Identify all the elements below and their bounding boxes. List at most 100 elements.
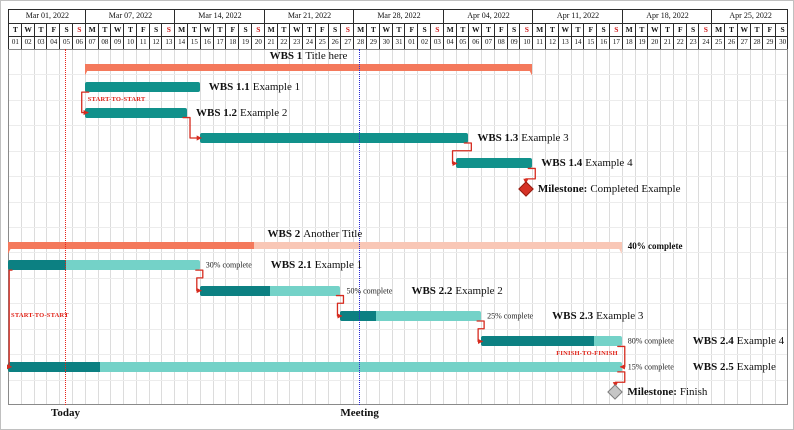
task-name: Example [736,360,776,373]
day-number: 12 [545,36,559,49]
day-letter: T [634,23,649,36]
task-label: WBS 2.4 Example 4 [693,335,784,347]
day-number: 04 [46,36,60,49]
task-id: WBS 2.2 [411,284,453,297]
day-number: 14 [570,36,585,49]
day-letter: W [199,23,214,36]
task-label: WBS 1.4 Example 4 [541,157,632,169]
task-name: Example 3 [596,310,644,322]
task-label: WBS 1.1 Example 1 [209,81,300,93]
calendar-week-label: Apr 04, 2022 [442,9,534,23]
day-number: 03 [33,36,48,49]
day-number: 14 [174,36,188,49]
calendar-grid-line [8,23,788,24]
task-id: WBS 1.4 [541,157,583,170]
day-number: 16 [596,36,610,49]
day-letter: W [468,23,482,36]
calendar-grid-line [8,49,788,50]
grid-line-horizontal [8,176,788,178]
day-letter: S [340,23,354,36]
day-letter: F [46,23,60,36]
day-number: 06 [71,36,86,49]
day-number: 17 [212,36,227,49]
day-letter: M [711,23,725,36]
task-bar-progress [8,260,66,271]
day-number: 25 [314,36,329,49]
task-progress-label: 30% complete [205,260,252,270]
day-number: 21 [660,36,674,49]
milestone-label-text: Completed Example [590,182,681,195]
group-bar-progress [8,242,254,249]
task-label: WBS 2.1 Example 1 [271,259,362,271]
grid-line-horizontal [8,303,788,305]
day-number: 17 [608,36,623,49]
calendar-week-label: Apr 11, 2022 [532,9,623,23]
day-letter: M [174,23,188,36]
task-bar [84,107,187,118]
day-letter: T [366,23,380,36]
day-letter: T [455,23,470,36]
milestone-label-id: Milestone: [627,386,677,399]
group-bar-end-right [526,64,533,76]
day-letter: S [327,23,342,36]
day-letter: F [493,23,508,36]
milestone-label-text: Finish [679,386,708,399]
task-progress-label: 25% complete [487,311,534,321]
day-number: 30 [378,36,393,49]
task-bar [84,82,200,93]
day-letter: S [596,23,610,36]
day-number: 09 [506,36,521,49]
day-number: 11 [135,36,150,49]
grid-line-horizontal [8,252,788,254]
task-bar [481,336,622,347]
day-number: 01 [404,36,418,49]
day-number: 30 [775,36,789,49]
task-id: WBS 1.1 [208,81,250,94]
day-number: 24 [698,36,712,49]
link-end-to-start [182,116,202,141]
grid-line-horizontal [8,354,788,356]
day-letter: F [583,23,597,36]
marker-label-meeting: Meeting [340,407,379,419]
day-number: 05 [455,36,470,49]
day-letter: M [263,23,278,36]
day-number: 20 [250,36,265,49]
day-number: 26 [327,36,342,49]
task-id: WBS 1.2 [196,106,237,119]
day-letter: W [20,23,35,36]
day-number: 27 [736,36,751,49]
task-name: Example 1 [314,259,363,272]
marker-line-today [64,49,66,405]
day-letter: T [391,23,406,36]
group-title: WBS 2 Another Title [268,228,363,240]
day-number: 08 [493,36,508,49]
calendar-week-label: Mar 07, 2022 [84,9,176,23]
day-letter: W [557,23,572,36]
group-title-text: Title here [305,50,348,62]
day-number: 15 [187,36,201,49]
day-letter: T [660,23,674,36]
task-progress-label: 50% complete [346,286,393,296]
day-number: 26 [724,36,738,49]
day-number: 29 [366,36,380,49]
day-number: 13 [161,36,175,49]
group-bar [84,64,533,77]
group-bar-end-left [8,242,14,254]
day-letter: W [378,23,393,36]
day-number: 07 [481,36,495,49]
day-letter: M [84,23,99,36]
day-letter: S [775,23,789,36]
day-letter: T [187,23,201,36]
group-title-id: WBS 1 [269,50,303,62]
calendar-week-label: Mar 21, 2022 [263,9,355,23]
day-letter: S [161,23,175,36]
task-bar-progress [199,285,271,296]
day-letter: M [353,23,367,36]
day-number: 21 [263,36,278,49]
day-letter: S [148,23,163,36]
marker-label-today: Today [51,407,81,419]
link-type-label: FINISH-TO-FINISH [556,350,618,358]
day-letter: S [698,23,712,36]
group-bar-fill [8,242,622,249]
group-bar-fill [84,64,533,71]
